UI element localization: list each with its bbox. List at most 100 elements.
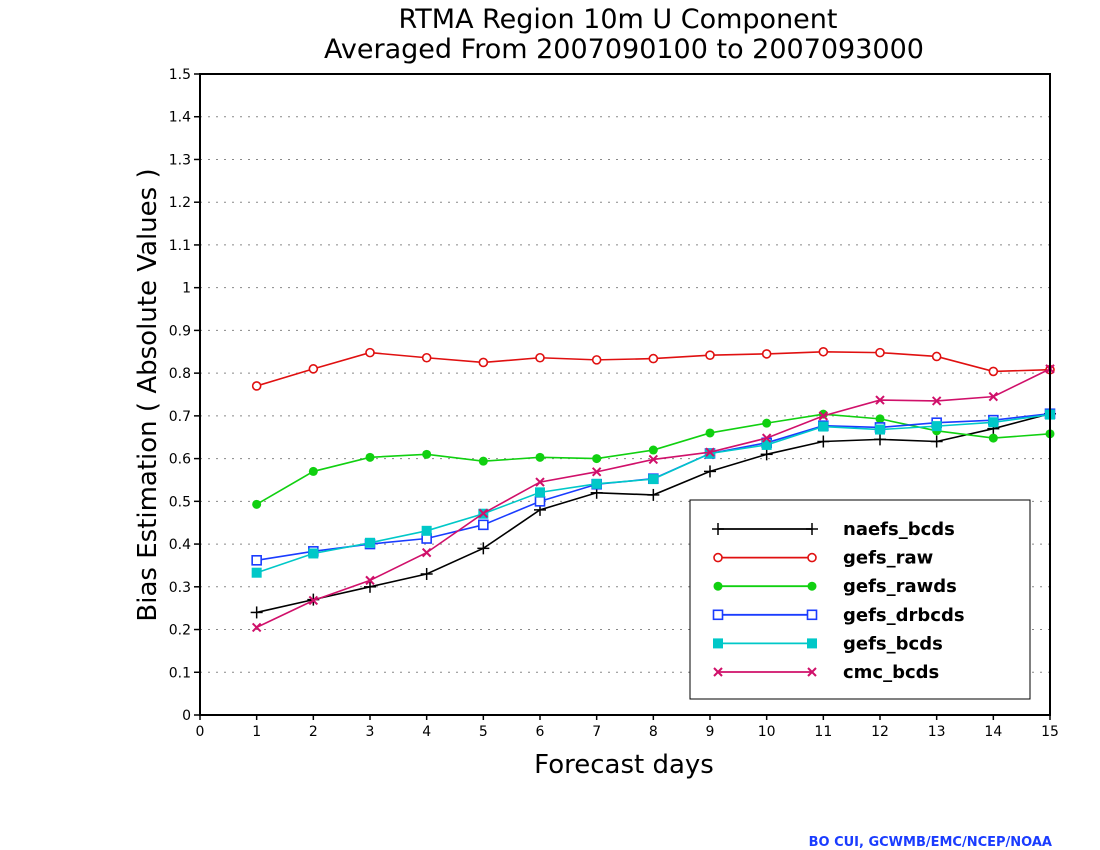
chart-subtitle: Averaged From 2007090100 to 2007093000 [324,34,924,65]
y-tick-label: 0.1 [169,665,191,681]
data-point [365,575,375,586]
data-point [818,346,829,357]
data-point [705,350,715,360]
chart-title: RTMA Region 10m U Component [399,4,838,35]
data-point [875,424,885,435]
data-point [818,421,829,432]
data-point [988,433,998,443]
x-tick-label: 10 [758,724,776,740]
legend-marker [713,638,723,649]
data-point [760,448,773,461]
x-tick-label: 3 [366,724,375,740]
x-tick-label: 15 [1041,724,1059,740]
data-point [535,352,545,363]
y-tick-label: 0.7 [169,409,191,425]
x-axis-ticks: 0 1 2 3 4 5 6 7 8 9 10 11 12 13 14 15 [196,715,1059,740]
data-point [988,391,999,402]
data-point [762,418,772,428]
legend-item: gefs_raw [713,548,933,569]
legend-label: naefs_bcds [843,519,955,540]
y-tick-label: 1.2 [169,195,191,211]
y-tick-label: 0.3 [169,580,191,596]
gridlines [200,116,1050,673]
data-point [931,396,942,406]
data-point [874,433,886,446]
data-point [648,454,659,465]
data-point [591,467,602,477]
data-point [988,366,999,377]
legend-marker [713,581,723,591]
data-point [988,417,999,428]
y-tick-label: 0.5 [169,494,191,510]
data-point [591,478,602,489]
legend-marker [806,609,818,621]
data-point [534,496,546,507]
legend-marker [712,609,724,621]
data-point [421,547,432,558]
author-credit: BO CUI, GCWMB/EMC/NCEP/NOAA [809,835,1052,850]
data-point [251,567,262,578]
data-point [477,542,490,555]
data-point [704,465,716,478]
x-tick-label: 13 [928,724,946,740]
legend-item: naefs_bcds [712,519,955,540]
data-point [365,452,375,462]
legend-marker [713,667,723,677]
y-tick-label: 0.8 [169,366,191,382]
data-point [591,355,602,365]
data-point [420,567,433,580]
data-point [251,622,262,633]
data-point [875,414,885,424]
x-tick-label: 9 [706,724,715,740]
series-cmc_bcds [251,364,1055,633]
x-axis-title: Forecast days [534,750,714,780]
data-point [421,352,432,363]
data-point [931,421,942,432]
legend-item: gefs_drbcds [712,605,965,626]
y-tick-label: 1.3 [169,152,191,168]
data-point [705,428,715,438]
data-point [308,364,319,374]
data-point [308,595,319,606]
data-point [761,433,772,443]
data-point [251,555,262,566]
data-point [761,349,772,359]
legend-marker [806,523,818,535]
legend: naefs_bcds gefs_raw gefs_rawds gefs_drbcdsg… [689,499,1031,700]
x-tick-label: 5 [479,724,488,740]
data-point [535,487,545,498]
data-point [422,449,432,459]
legend-label: gefs_drbcds [843,605,965,626]
data-point [251,381,262,391]
plot-series [250,346,1056,633]
y-tick-label: 0.4 [169,537,191,553]
data-point [308,466,318,476]
x-tick-label: 11 [814,724,832,740]
data-point [817,435,830,448]
data-point [648,474,659,485]
legend-label: gefs_rawds [843,576,957,597]
y-tick-label: 1.1 [169,238,191,254]
x-tick-label: 12 [871,724,889,740]
data-point [478,519,489,531]
data-point [478,508,489,519]
data-point [592,454,602,464]
x-tick-label: 6 [536,724,545,740]
legend-marker [712,523,724,535]
y-axis-title: Bias Estimation ( Absolute Values ) [133,168,163,621]
legend-marker [713,552,723,563]
y-tick-label: 1.4 [169,110,191,126]
legend-marker [807,638,817,649]
data-point [705,447,715,457]
data-point [930,435,943,448]
y-tick-label: 1.5 [169,67,191,83]
legend-marker [807,667,817,677]
data-point [875,347,885,358]
legend-item: cmc_bcds [713,662,939,683]
data-point [250,606,263,619]
y-tick-label: 0.2 [169,623,191,639]
x-tick-label: 7 [592,724,601,740]
series-gefs_raw [251,346,1055,391]
x-tick-label: 1 [252,724,261,740]
